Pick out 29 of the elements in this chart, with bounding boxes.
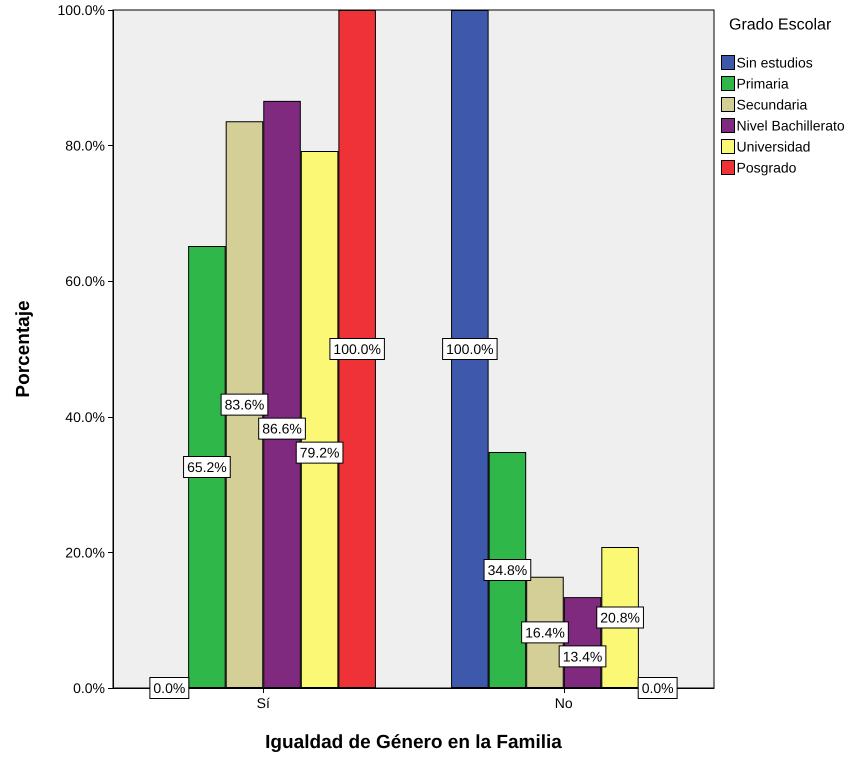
- x-tick-label: No: [554, 695, 573, 711]
- data-label: 16.4%: [525, 624, 565, 640]
- y-tick-label: 100.0%: [58, 2, 105, 18]
- legend-label: Primaria: [736, 76, 789, 92]
- y-tick-label: 0.0%: [73, 680, 105, 696]
- legend-label: Secundaria: [736, 96, 808, 112]
- x-axis-title: Igualdad de Género en la Familia: [265, 732, 562, 753]
- data-label: 79.2%: [300, 444, 340, 461]
- legend-title: Grado Escolar: [729, 16, 832, 34]
- data-label: 100.0%: [446, 341, 494, 357]
- data-label: 13.4%: [562, 648, 602, 664]
- y-tick-label: 80.0%: [65, 138, 105, 154]
- legend-label: Sin estudios: [736, 54, 813, 70]
- y-tick-label: 20.0%: [65, 544, 105, 560]
- legend-label: Universidad: [736, 138, 810, 154]
- data-label: 20.8%: [600, 609, 640, 626]
- data-label: 0.0%: [642, 680, 674, 696]
- x-tick-label: Sí: [256, 695, 270, 711]
- data-label: 100.0%: [333, 341, 381, 357]
- legend-label: Nivel Bachillerato: [736, 118, 845, 134]
- data-label: 0.0%: [153, 680, 186, 696]
- y-axis-title: Porcentaje: [13, 300, 34, 398]
- data-label: 65.2%: [187, 458, 227, 475]
- data-label: 86.6%: [262, 420, 302, 437]
- y-tick-label: 40.0%: [65, 408, 105, 425]
- legend-label: Posgrado: [736, 160, 797, 176]
- y-tick-label: 60.0%: [65, 273, 105, 290]
- data-label: 83.6%: [224, 396, 264, 413]
- data-label: 34.8%: [488, 562, 528, 578]
